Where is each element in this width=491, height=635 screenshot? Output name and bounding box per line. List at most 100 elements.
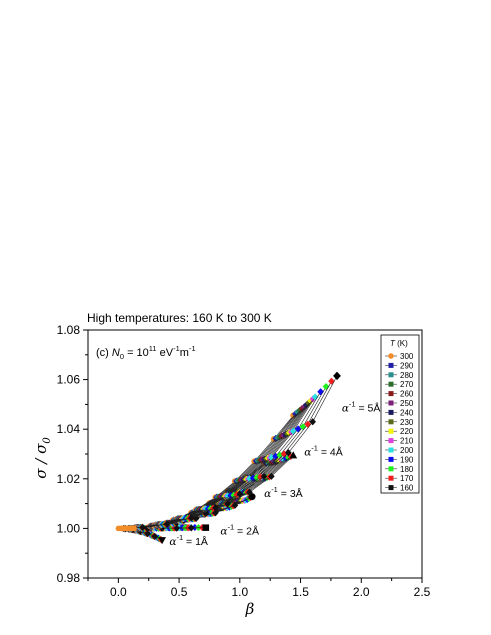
panel-label-unit2-exp: -1 — [189, 344, 196, 353]
legend: T (K) 30029028027026025024023022021020019… — [380, 334, 420, 494]
legend-entry: 160 — [400, 484, 414, 493]
data-point — [231, 501, 239, 509]
y-tick-label: 1.04 — [57, 422, 81, 436]
alpha-annotation: α-1 = 3Å — [264, 485, 303, 500]
data-point — [317, 388, 324, 396]
y-tick-label: 1.08 — [57, 323, 81, 337]
alpha-annotation: α-1 = 5Å — [342, 399, 381, 414]
data-point — [253, 473, 261, 482]
y-tick-label: 1.06 — [57, 373, 81, 387]
data-point — [131, 525, 137, 532]
panel-label: (c) N0 = 1011 eV-1m-1 — [96, 344, 196, 361]
panel-label-symbol: N — [112, 347, 120, 359]
legend-entry: 300 — [400, 352, 414, 361]
panel-label-unit2: m — [180, 347, 189, 359]
legend-marker — [388, 372, 394, 378]
data-point — [212, 509, 219, 517]
x-tick-label: 0.0 — [110, 585, 127, 599]
legend-marker — [388, 466, 394, 472]
legend-entry: 220 — [400, 427, 414, 436]
data-point — [236, 490, 244, 498]
legend-entry: 190 — [400, 455, 414, 464]
y-tick-label: 1.00 — [57, 521, 81, 535]
end-marker — [158, 537, 166, 545]
end-marker — [202, 524, 210, 531]
legend-entry: 290 — [400, 361, 414, 370]
data-point — [173, 524, 180, 532]
legend-marker — [388, 475, 394, 481]
legend-marker — [388, 381, 394, 387]
data-point — [322, 382, 330, 391]
legend-title: T (K) — [390, 339, 408, 348]
fit-line — [118, 458, 287, 529]
data-point — [289, 427, 297, 435]
legend-marker — [388, 419, 394, 425]
data-point — [187, 524, 195, 532]
legend-entry: 240 — [400, 408, 414, 417]
plot-frame — [87, 329, 423, 579]
data-point — [285, 453, 292, 462]
data-point — [233, 491, 241, 499]
legend-marker — [388, 438, 394, 444]
legend-entry: 180 — [400, 465, 414, 474]
y-axis-label-main: σ / σ — [32, 443, 50, 479]
data-point — [139, 523, 146, 531]
panel-label-eq: = 10 — [124, 347, 149, 359]
legend-marker — [388, 409, 394, 415]
legend-entry: 250 — [400, 399, 414, 408]
legend-marker — [388, 447, 394, 453]
legend-entry: 260 — [400, 390, 414, 399]
legend-entry: 170 — [400, 474, 414, 483]
data-point — [309, 418, 316, 426]
legend-entry: 200 — [400, 446, 414, 455]
data-point — [212, 504, 219, 512]
data-point — [163, 520, 171, 528]
data-point — [300, 403, 308, 411]
end-marker — [333, 371, 341, 381]
data-point — [280, 455, 287, 464]
x-tick-label: 1.5 — [292, 585, 309, 599]
legend-marker — [388, 485, 394, 491]
chart-title: High temperatures: 160 K to 300 K — [87, 311, 272, 325]
y-tick-label: 1.02 — [57, 472, 81, 486]
svg-text:σ / σ0: σ / σ0 — [32, 437, 53, 479]
x-tick-label: 0.5 — [171, 585, 188, 599]
x-tick-label: 1.0 — [231, 585, 248, 599]
fit-line — [118, 375, 338, 529]
legend-marker — [388, 362, 394, 368]
data-point — [144, 529, 151, 538]
legend-entry: 280 — [400, 371, 414, 380]
panel-label-unit1-exp: -1 — [173, 344, 180, 353]
legend-marker — [388, 428, 394, 434]
data-point — [298, 405, 306, 413]
legend-entry: 230 — [400, 418, 414, 427]
alpha-annotation: α-1 = 2Å — [220, 523, 259, 538]
panel-label-sub: 0 — [120, 352, 124, 361]
legend-marker — [388, 400, 394, 406]
data-point — [309, 395, 317, 403]
plot-area: 0.0 0.5 1.0 1.5 2.0 2.5 0.98 1.00 1.02 1.04 1.06 1.… — [57, 323, 431, 599]
data-point — [246, 488, 253, 496]
x-tick-label: 2.0 — [353, 585, 370, 599]
legend-marker — [388, 353, 394, 359]
data-point — [187, 514, 195, 522]
data-point — [151, 532, 159, 541]
series-family — [118, 371, 341, 532]
data-point — [268, 472, 275, 480]
data-point — [285, 449, 292, 457]
legend-box — [380, 334, 420, 494]
x-tick-label: 2.5 — [414, 585, 431, 599]
legend-marker — [388, 456, 394, 462]
y-axis-label-sub: 0 — [42, 437, 53, 444]
alpha-annotation: α-1 = 1Å — [169, 533, 208, 548]
data-point — [280, 450, 288, 458]
data-point — [328, 377, 335, 385]
data-point — [311, 393, 319, 401]
y-tick-label: 0.98 — [57, 571, 81, 585]
legend-entry: 270 — [400, 380, 414, 389]
panel-label-unit1: eV — [157, 347, 174, 359]
end-marker — [289, 451, 298, 459]
panel-label-exp: 11 — [149, 344, 157, 353]
panel-label-prefix: (c) — [96, 347, 112, 359]
